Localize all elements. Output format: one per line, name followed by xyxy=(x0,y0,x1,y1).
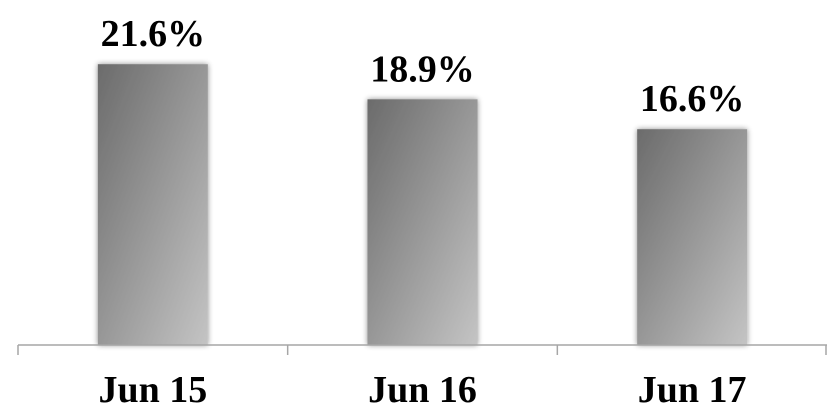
x-tick-label: Jun 17 xyxy=(638,369,747,411)
bar-jun-16 xyxy=(367,99,478,345)
x-axis: Jun 15 Jun 16 Jun 17 xyxy=(17,344,827,411)
x-tick-label: Jun 15 xyxy=(98,369,207,411)
data-label: 18.9% xyxy=(370,48,475,90)
x-tick-label: Jun 16 xyxy=(368,369,477,411)
data-label: 21.6% xyxy=(101,13,206,55)
bars-layer xyxy=(97,64,748,345)
bar-jun-17 xyxy=(637,129,748,345)
data-labels-layer: 21.6% 18.9% 16.6% xyxy=(101,13,745,120)
data-label: 16.6% xyxy=(640,78,745,120)
bar-jun-15 xyxy=(97,64,208,345)
